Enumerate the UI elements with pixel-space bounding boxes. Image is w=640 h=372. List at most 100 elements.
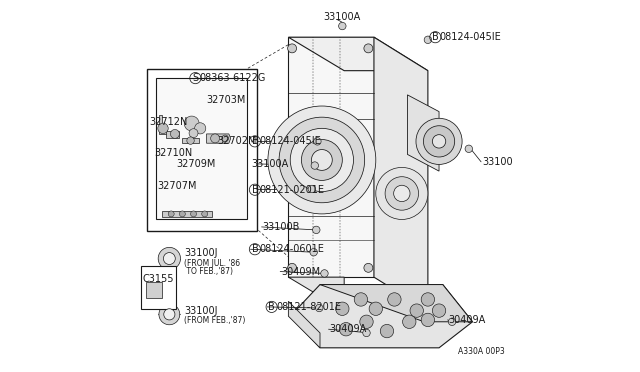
Circle shape: [291, 128, 353, 192]
Text: A330A 00P3: A330A 00P3: [458, 347, 504, 356]
Text: B: B: [268, 302, 275, 312]
Polygon shape: [291, 285, 472, 348]
Circle shape: [170, 129, 179, 138]
Circle shape: [410, 304, 424, 317]
Circle shape: [369, 302, 383, 315]
Polygon shape: [374, 37, 428, 311]
Circle shape: [388, 293, 401, 306]
Text: 08121-8201E: 08121-8201E: [276, 302, 341, 312]
Polygon shape: [162, 211, 212, 217]
Bar: [147, 69, 257, 231]
Circle shape: [335, 302, 349, 315]
Circle shape: [159, 304, 180, 325]
Circle shape: [363, 329, 370, 337]
Polygon shape: [207, 134, 231, 143]
Text: 33100A: 33100A: [251, 159, 289, 169]
Circle shape: [158, 247, 180, 270]
Text: 08124-0601E: 08124-0601E: [259, 244, 324, 254]
Circle shape: [211, 134, 220, 143]
Circle shape: [287, 263, 296, 272]
Circle shape: [394, 185, 410, 202]
Circle shape: [421, 293, 435, 306]
Text: C3155: C3155: [142, 274, 173, 284]
Circle shape: [433, 135, 445, 148]
Circle shape: [449, 318, 456, 326]
Text: 32712N: 32712N: [149, 117, 188, 127]
Circle shape: [301, 140, 342, 180]
Text: 33100B: 33100B: [262, 222, 300, 232]
Circle shape: [184, 116, 199, 131]
Text: 33100: 33100: [482, 157, 513, 167]
Text: 33100J: 33100J: [184, 306, 218, 315]
Circle shape: [168, 211, 174, 217]
Bar: [156, 78, 248, 219]
Polygon shape: [146, 282, 162, 298]
Circle shape: [364, 44, 373, 53]
Text: (FROM FEB.,'87): (FROM FEB.,'87): [184, 316, 246, 325]
Circle shape: [421, 313, 435, 327]
Circle shape: [164, 309, 175, 320]
Text: 08121-0201E: 08121-0201E: [259, 185, 324, 195]
Text: 30409A: 30409A: [330, 324, 367, 334]
Text: 32707M: 32707M: [157, 181, 196, 191]
Circle shape: [189, 129, 198, 138]
Circle shape: [416, 118, 462, 164]
Text: 08124-045IE: 08124-045IE: [259, 137, 321, 146]
Circle shape: [424, 36, 431, 44]
Text: 08363-6122G: 08363-6122G: [200, 73, 266, 83]
Circle shape: [279, 117, 365, 203]
Polygon shape: [159, 115, 168, 134]
Text: S: S: [192, 73, 198, 83]
Circle shape: [312, 226, 320, 234]
Text: 33100J: 33100J: [184, 248, 218, 258]
Circle shape: [321, 270, 328, 277]
Circle shape: [465, 145, 472, 153]
Circle shape: [314, 138, 321, 145]
Circle shape: [310, 248, 317, 256]
Circle shape: [179, 211, 186, 217]
Text: B: B: [252, 185, 259, 195]
Text: 32710N: 32710N: [154, 148, 193, 157]
Circle shape: [163, 253, 175, 264]
Polygon shape: [289, 277, 344, 311]
Text: 32702M: 32702M: [218, 137, 257, 146]
Polygon shape: [408, 95, 439, 171]
Text: 33100A: 33100A: [324, 12, 361, 22]
Text: B: B: [252, 137, 259, 146]
Circle shape: [195, 123, 206, 134]
Text: 32709M: 32709M: [177, 160, 216, 169]
Polygon shape: [182, 138, 199, 143]
Circle shape: [339, 323, 353, 336]
Text: 30409A: 30409A: [449, 315, 486, 325]
Polygon shape: [289, 37, 374, 277]
Text: 32703M: 32703M: [207, 96, 246, 105]
Circle shape: [268, 106, 376, 214]
Polygon shape: [166, 131, 179, 138]
Circle shape: [354, 293, 367, 306]
Polygon shape: [289, 301, 320, 348]
Text: (FROM JUL. '86: (FROM JUL. '86: [184, 259, 241, 268]
Circle shape: [158, 123, 168, 134]
Circle shape: [403, 315, 416, 328]
Circle shape: [360, 315, 373, 328]
Circle shape: [191, 211, 196, 217]
Circle shape: [311, 162, 319, 169]
Text: B: B: [252, 244, 259, 254]
Circle shape: [376, 167, 428, 219]
Circle shape: [187, 137, 195, 144]
Circle shape: [424, 126, 454, 157]
Circle shape: [339, 22, 346, 30]
Circle shape: [433, 304, 445, 317]
Circle shape: [380, 324, 394, 338]
Circle shape: [202, 211, 207, 217]
Text: 30409M: 30409M: [281, 267, 320, 276]
Bar: [141, 266, 176, 309]
Text: B: B: [432, 32, 438, 42]
Circle shape: [308, 185, 316, 193]
Polygon shape: [320, 285, 472, 322]
Circle shape: [385, 177, 419, 210]
Circle shape: [222, 135, 228, 142]
Text: TO FEB.,'87): TO FEB.,'87): [184, 267, 233, 276]
Circle shape: [287, 44, 296, 53]
Polygon shape: [289, 37, 428, 71]
